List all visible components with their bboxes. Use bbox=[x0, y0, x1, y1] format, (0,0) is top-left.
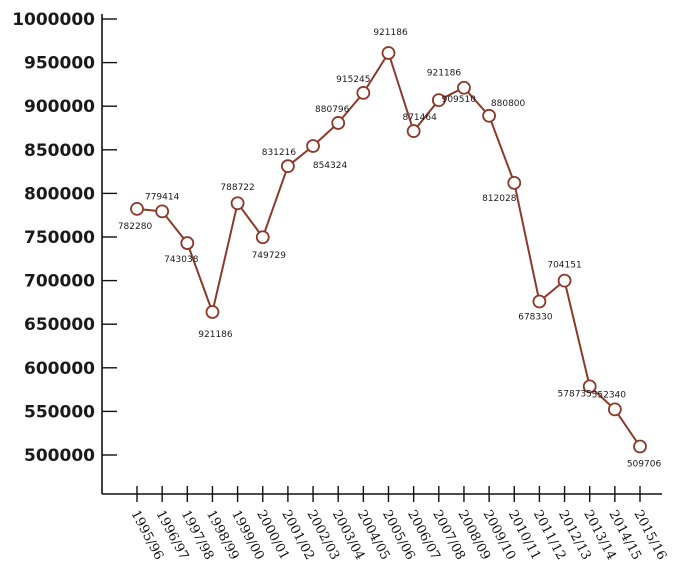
y-tick-label: 500000 bbox=[24, 446, 95, 466]
data-point-marker bbox=[381, 46, 396, 60]
y-axis-ticks: 1000000 950000 900000 850000 800000 750000 700… bbox=[12, 10, 117, 466]
data-label: 578735 bbox=[558, 389, 592, 399]
series-line bbox=[136, 52, 641, 448]
y-tick-label: 700000 bbox=[24, 272, 95, 292]
y-tick-label: 850000 bbox=[24, 141, 95, 161]
y-tick-label: 900000 bbox=[24, 97, 95, 117]
data-label: 509706 bbox=[627, 460, 662, 470]
data-label: 743038 bbox=[164, 255, 199, 265]
data-point-marker bbox=[607, 402, 622, 417]
y-tick-label: 950000 bbox=[24, 54, 95, 74]
data-point-marker bbox=[255, 230, 270, 245]
data-label: 921186 bbox=[427, 69, 462, 79]
data-label: 749729 bbox=[252, 251, 287, 261]
data-point-marker bbox=[306, 139, 320, 153]
data-label: 871464 bbox=[402, 113, 437, 123]
y-tick-label: 750000 bbox=[24, 228, 95, 248]
data-label: 552340 bbox=[592, 390, 627, 400]
data-label: 704151 bbox=[547, 261, 581, 271]
data-label: 788722 bbox=[220, 183, 254, 193]
x-axis-ticks: 1995/961996/971997/981998/991999/002000/… bbox=[127, 486, 669, 563]
y-tick-label: 1000000 bbox=[12, 10, 95, 30]
data-label: 854324 bbox=[313, 161, 348, 171]
data-label: 921186 bbox=[373, 28, 408, 38]
axes bbox=[101, 14, 662, 495]
data-point-marker bbox=[180, 236, 195, 250]
data-label: 921186 bbox=[198, 330, 233, 340]
data-point-marker bbox=[482, 108, 497, 123]
data-label: 880796 bbox=[315, 105, 350, 115]
data-label: 831216 bbox=[262, 148, 297, 158]
data-point-marker bbox=[130, 201, 144, 216]
data-label: 915245 bbox=[336, 75, 370, 85]
data-point-marker bbox=[155, 204, 170, 219]
data-label: 678330 bbox=[518, 313, 553, 323]
data-label: 880800 bbox=[491, 99, 526, 109]
y-tick-label: 600000 bbox=[24, 359, 95, 379]
data-label: 782280 bbox=[118, 222, 153, 232]
data-label: 779414 bbox=[145, 192, 180, 202]
data-point-marker bbox=[507, 176, 522, 190]
data-point-marker bbox=[406, 124, 421, 138]
data-point-marker bbox=[633, 439, 647, 454]
data-point-marker bbox=[356, 86, 371, 100]
data-label: 909510 bbox=[442, 95, 477, 105]
data-points bbox=[130, 46, 647, 454]
data-point-marker bbox=[230, 196, 245, 211]
data-point-marker bbox=[331, 116, 346, 130]
series-polyline bbox=[136, 52, 641, 448]
data-point-marker bbox=[280, 159, 295, 174]
y-tick-label: 800000 bbox=[24, 184, 95, 204]
data-point-marker bbox=[457, 80, 471, 95]
data-point-marker bbox=[557, 273, 572, 288]
data-point-marker bbox=[532, 294, 547, 309]
data-point-marker bbox=[431, 93, 446, 107]
data-labels: 782280 779414 743038 921186 788722 749729 8312… bbox=[118, 28, 662, 470]
y-tick-label: 650000 bbox=[24, 315, 95, 335]
data-point-marker bbox=[582, 379, 597, 394]
data-label: 812028 bbox=[482, 194, 517, 204]
y-tick-label: 550000 bbox=[24, 402, 95, 422]
data-point-marker bbox=[205, 305, 220, 319]
